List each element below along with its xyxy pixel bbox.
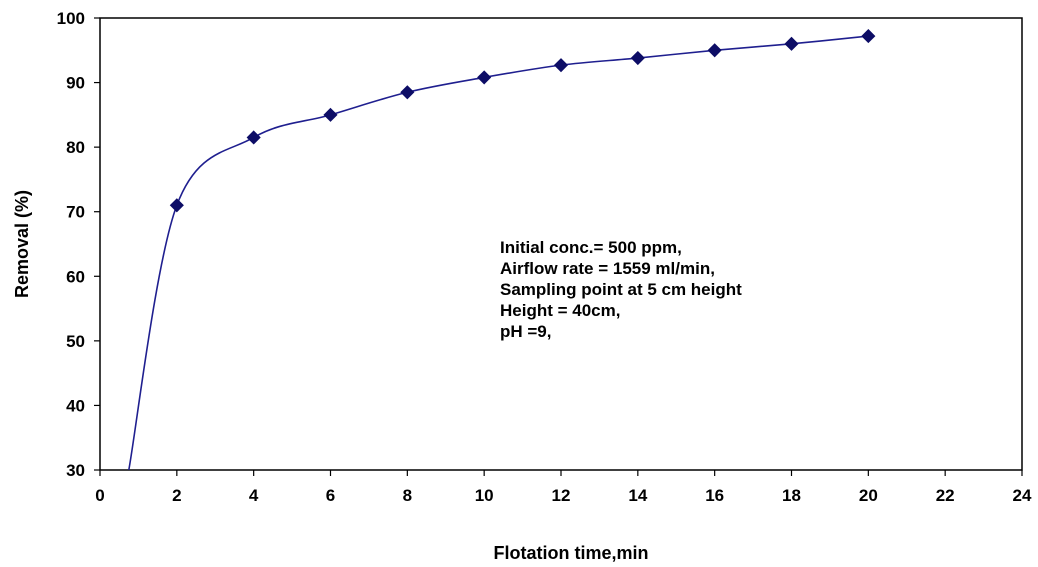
x-tick-label: 24 bbox=[1013, 486, 1032, 505]
x-tick-label: 22 bbox=[936, 486, 955, 505]
y-tick-label: 90 bbox=[66, 74, 85, 93]
x-tick-label: 6 bbox=[326, 486, 335, 505]
x-tick-label: 18 bbox=[782, 486, 801, 505]
data-point-diamond bbox=[784, 36, 799, 51]
data-point-diamond bbox=[477, 70, 492, 85]
y-tick-label: 100 bbox=[57, 9, 85, 28]
data-point-diamond bbox=[630, 50, 645, 66]
series-layer bbox=[128, 29, 876, 471]
data-point-diamond bbox=[323, 107, 338, 122]
y-tick-label: 30 bbox=[66, 461, 85, 480]
x-axis-ticks: 0 2 4 6 8 10 12 14 16 18 20 22 24 bbox=[95, 470, 1032, 505]
x-tick-label: 20 bbox=[859, 486, 878, 505]
data-point-diamond bbox=[169, 198, 184, 213]
data-point-diamond bbox=[400, 85, 415, 100]
x-tick-label: 16 bbox=[705, 486, 724, 505]
data-point-diamond bbox=[553, 58, 569, 73]
y-axis-ticks: 30 40 50 60 70 80 90 100 bbox=[57, 9, 100, 480]
annotation-line: Initial conc.= 500 ppm, bbox=[500, 238, 682, 257]
annotation-line: Height = 40cm, bbox=[500, 301, 620, 320]
y-tick-label: 70 bbox=[66, 203, 85, 222]
annotation-box: Initial conc.= 500 ppm, Airflow rate = 15… bbox=[500, 238, 742, 341]
y-tick-label: 60 bbox=[66, 267, 85, 286]
data-point-diamond bbox=[707, 43, 722, 58]
y-axis-title: Removal (%) bbox=[12, 190, 32, 298]
series-line bbox=[128, 35, 869, 471]
data-point-diamond bbox=[246, 130, 261, 145]
annotation-line: Sampling point at 5 cm height bbox=[500, 280, 742, 299]
x-tick-label: 8 bbox=[403, 486, 412, 505]
annotation-line: Airflow rate = 1559 ml/min, bbox=[500, 259, 715, 278]
y-tick-label: 50 bbox=[66, 332, 85, 351]
x-axis-title: Flotation time,min bbox=[494, 543, 649, 563]
x-tick-label: 14 bbox=[628, 486, 647, 505]
y-tick-label: 80 bbox=[66, 138, 85, 157]
x-tick-label: 2 bbox=[172, 486, 181, 505]
x-tick-label: 10 bbox=[475, 486, 494, 505]
x-tick-label: 12 bbox=[552, 486, 571, 505]
data-point-diamond bbox=[861, 29, 876, 44]
x-tick-label: 0 bbox=[95, 486, 104, 505]
y-tick-label: 40 bbox=[66, 396, 85, 415]
x-tick-label: 4 bbox=[249, 486, 259, 505]
annotation-line: pH =9, bbox=[500, 322, 552, 341]
